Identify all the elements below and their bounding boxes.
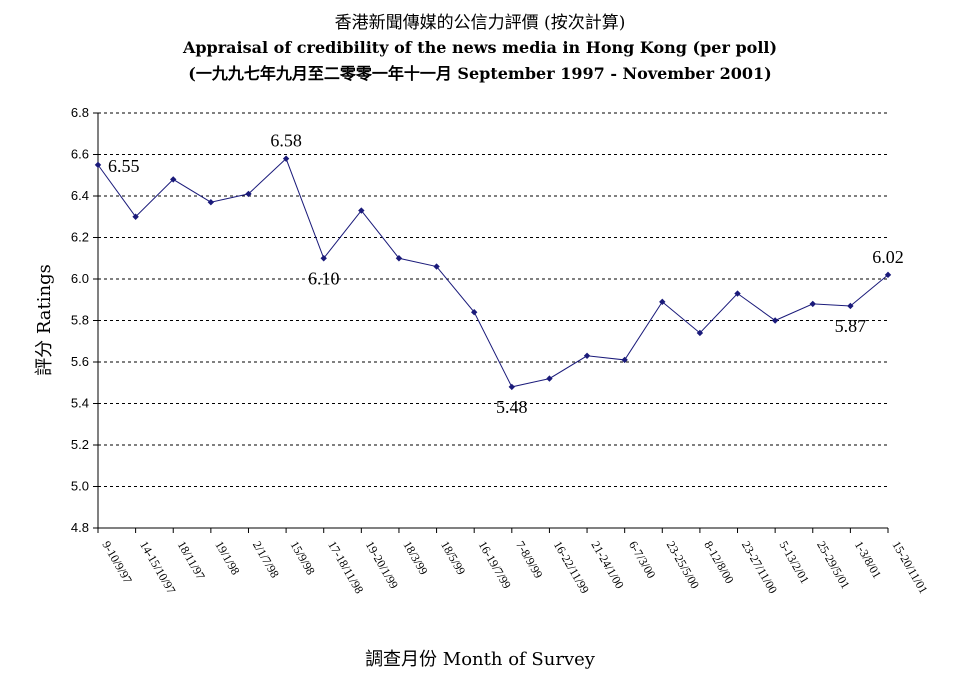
axes	[93, 112, 889, 533]
data-point	[734, 290, 741, 297]
data-label: 6.10	[308, 268, 340, 288]
data-point	[94, 161, 102, 169]
y-tick-label: 5.2	[71, 437, 89, 452]
data-point	[282, 155, 290, 162]
y-tick-labels: 4.8 5.0 5.2 5.4 5.6 5.8 6.0 6.2 6.4 6.6 6.8	[71, 105, 89, 535]
data-point	[546, 375, 553, 382]
data-point	[245, 190, 252, 198]
x-tick-label: 6-7/3/00	[626, 539, 658, 581]
y-tick-label: 5.4	[71, 396, 89, 411]
data-point	[696, 329, 704, 337]
y-tick-label: 5.6	[71, 354, 89, 369]
y-tick-label: 6.0	[71, 271, 89, 286]
series-ratings	[94, 155, 892, 391]
x-tick-label: 15/9/98	[287, 539, 317, 578]
x-tick-label: 15-20/11/01	[889, 539, 930, 596]
data-labels: 6.55 6.58 6.10 5.48 5.87 6.02	[108, 131, 904, 417]
series-line	[97, 157, 889, 388]
data-point	[132, 213, 139, 220]
x-tick-label: 7-8/9/99	[513, 539, 545, 581]
y-tick-label: 6.8	[71, 105, 89, 120]
data-point	[508, 383, 516, 391]
x-tick-label: 16-22/11/99	[551, 539, 592, 596]
chart-subtitle: (一九九七年九月至二零零一年十一月 September 1997 - Novem…	[188, 64, 771, 83]
x-tick-label: 1-3/8/01	[852, 539, 884, 581]
chart-title-en: Appraisal of credibility of the news med…	[182, 38, 777, 57]
x-tick-label: 8-12/8/00	[701, 539, 736, 586]
x-tick-label: 18/11/97	[175, 539, 208, 583]
data-point	[847, 302, 854, 310]
x-tick-label: 21-24/1/00	[588, 539, 626, 592]
x-tick-label: 9-10/9/97	[99, 539, 134, 586]
data-point	[433, 263, 440, 270]
y-tick-label: 6.2	[71, 230, 89, 245]
x-tick-label: 19-20/1/99	[363, 539, 401, 592]
x-tick-label: 14-15/10/97	[137, 539, 178, 597]
y-tick-label: 5.8	[71, 313, 89, 328]
y-tick-label: 6.6	[71, 147, 89, 162]
data-label: 6.58	[270, 131, 302, 151]
x-axis-label: 調查月份 Month of Survey	[365, 649, 596, 670]
x-tick-label: 17-18/11/98	[325, 539, 366, 596]
chart-title-zh: 香港新聞傳媒的公信力評價 (按次計算)	[335, 13, 626, 33]
data-point	[884, 271, 892, 279]
data-point	[395, 255, 403, 262]
data-point	[621, 356, 628, 364]
x-tick-label: 25-29/5/01	[814, 539, 852, 592]
y-tick-label: 6.4	[71, 188, 89, 203]
x-tick-label: 2/1/7/98	[250, 539, 282, 581]
data-point	[170, 176, 177, 183]
data-point	[358, 207, 365, 214]
gridlines	[98, 112, 888, 487]
data-label: 5.87	[835, 316, 867, 336]
data-point	[583, 352, 591, 359]
x-tick-label: 5-13/2/01	[777, 539, 812, 586]
data-point	[809, 300, 816, 308]
x-tick-label: 23-27/11/00	[739, 539, 780, 596]
x-tick-label: 16-19/7/99	[476, 539, 514, 592]
data-point	[320, 255, 327, 262]
x-tick-label: 19/1/98	[212, 539, 242, 578]
x-tick-label: 18/3/99	[400, 539, 430, 578]
x-tick-label: 18/5/99	[438, 539, 468, 578]
data-point	[207, 199, 215, 206]
data-label: 5.48	[496, 397, 528, 417]
data-label: 6.55	[108, 156, 140, 176]
data-point	[470, 309, 478, 316]
data-point	[771, 317, 779, 324]
y-axis-label: 評分 Ratings	[34, 264, 55, 376]
y-tick-label: 5.0	[71, 479, 89, 494]
data-label: 6.02	[872, 247, 904, 267]
x-tick-label: 23-25/5/00	[664, 539, 702, 592]
y-tick-label: 4.8	[71, 520, 89, 535]
data-point	[659, 298, 666, 306]
